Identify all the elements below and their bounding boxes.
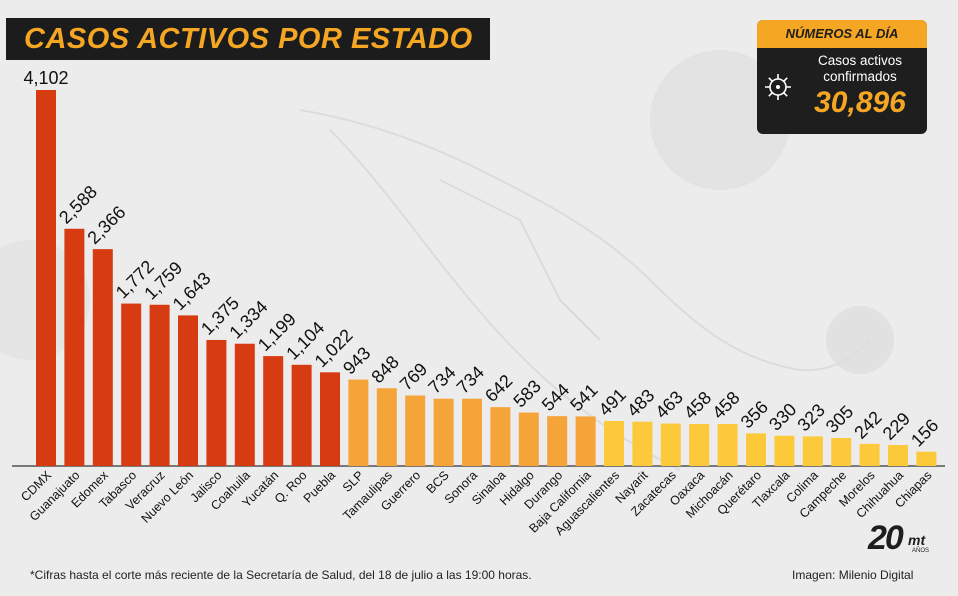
bar-22	[660, 423, 681, 466]
bar-9	[291, 364, 312, 466]
bar-11	[348, 379, 369, 466]
category-labels-group: CDMXGuanajuatoEdomexTabascoVeracruzNuevo…	[18, 468, 934, 538]
logo-small-text: AÑOS	[912, 548, 930, 554]
daily-numbers-panel: NÚMEROS AL DÍA Casos activos confirmados…	[757, 20, 927, 134]
bar-10	[320, 372, 340, 466]
bar-3	[121, 303, 142, 466]
bar-14	[433, 398, 454, 466]
image-credit: Imagen: Milenio Digital	[792, 568, 914, 582]
bar-29	[859, 443, 880, 466]
bar-21	[632, 421, 653, 466]
bar-23	[689, 424, 710, 466]
logo-mark: mt	[908, 532, 926, 548]
bar-26	[774, 435, 795, 466]
chart-title: CASOS ACTIVOS POR ESTADO	[24, 23, 473, 55]
value-label-17: 583	[509, 376, 544, 411]
category-label-10: Puebla	[301, 468, 338, 505]
value-label-27: 323	[793, 400, 828, 435]
daily-numbers-header: NÚMEROS AL DÍA	[757, 20, 927, 48]
bar-7	[234, 343, 255, 466]
value-label-19: 541	[566, 380, 601, 415]
logo-number: 20	[868, 519, 904, 557]
title-banner: CASOS ACTIVOS POR ESTADO	[6, 18, 490, 60]
active-cases-total: 30,896	[814, 86, 906, 119]
virus-icon	[765, 74, 791, 100]
value-label-21: 483	[623, 385, 658, 420]
bar-18	[547, 416, 568, 466]
bar-31	[916, 451, 937, 466]
daily-numbers-heading: NÚMEROS AL DÍA	[785, 26, 899, 41]
bar-5	[178, 315, 198, 466]
bar-20	[604, 420, 624, 466]
value-label-31: 156	[907, 415, 942, 450]
value-label-1: 2,588	[55, 182, 101, 228]
bar-13	[405, 395, 426, 466]
bar-0	[36, 90, 56, 466]
bar-19	[575, 416, 596, 466]
bar-17	[518, 412, 539, 466]
bar-16	[490, 407, 511, 466]
value-label-22: 463	[651, 387, 686, 422]
bar-24	[717, 424, 738, 466]
value-label-2: 2,366	[83, 202, 129, 248]
bar-8	[263, 356, 284, 466]
bar-25	[746, 433, 766, 466]
bar-27	[802, 436, 823, 466]
bar-6	[206, 339, 227, 466]
bar-15	[462, 398, 482, 466]
bar-28	[831, 438, 852, 466]
bar-1	[64, 228, 85, 466]
active-cases-label: Casos activos confirmados	[817, 53, 903, 84]
bar-12	[376, 388, 397, 466]
value-label-23: 458	[680, 387, 715, 422]
value-label-29: 242	[850, 407, 885, 442]
value-label-26: 330	[765, 399, 800, 434]
value-label-18: 544	[538, 380, 573, 415]
value-label-20: 491	[595, 384, 630, 419]
bar-2	[92, 249, 113, 466]
bar-4	[149, 304, 170, 466]
bar-30	[888, 445, 908, 466]
footnote: *Cifras hasta el corte más reciente de l…	[30, 568, 532, 582]
bars-group	[36, 90, 937, 466]
value-label-14: 734	[424, 362, 459, 397]
milenio-20-anos-logo: 20 mt AÑOS	[868, 518, 938, 562]
value-label-0: 4,102	[23, 68, 68, 88]
